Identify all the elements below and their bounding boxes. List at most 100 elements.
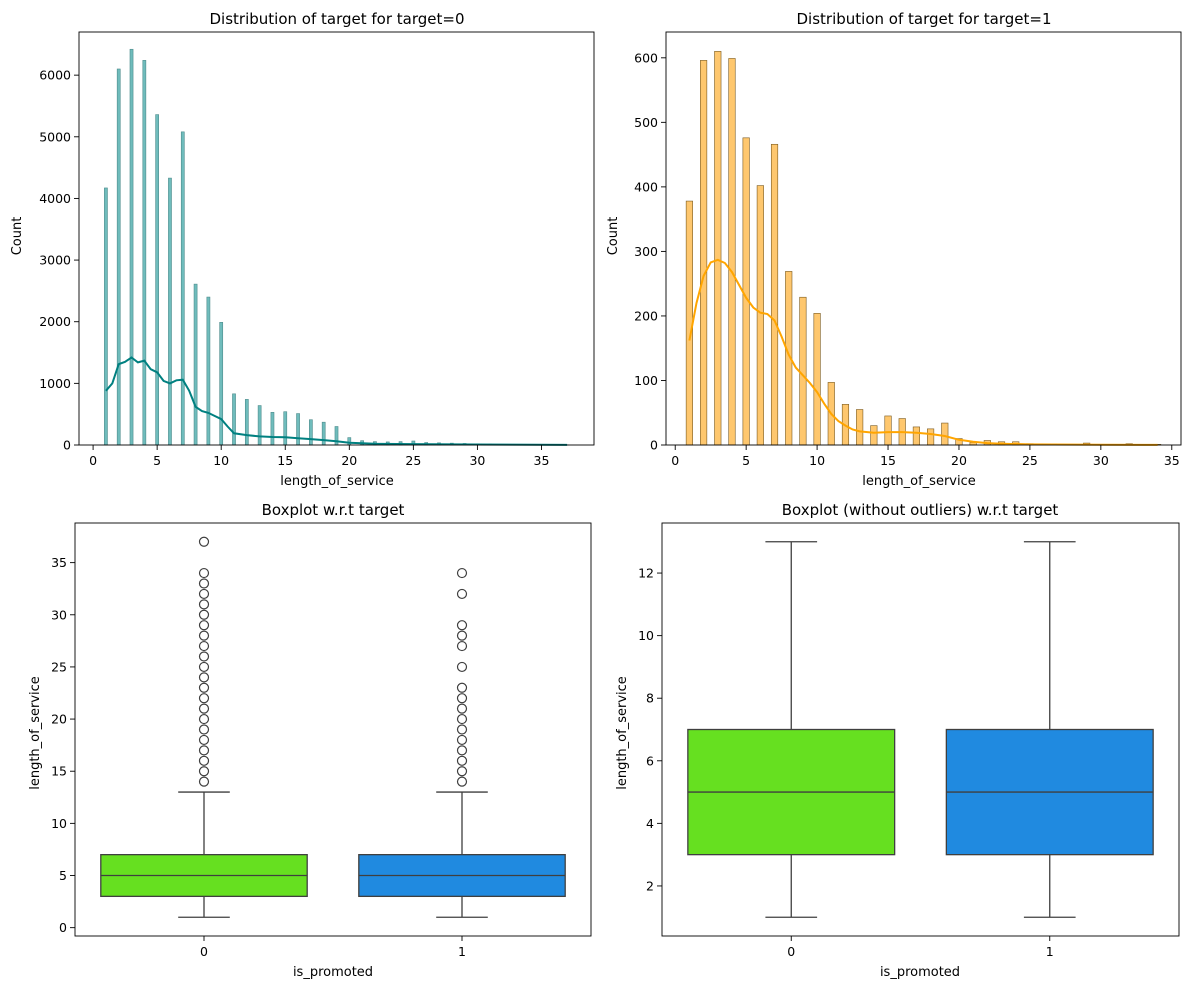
histogram-bar <box>257 405 262 446</box>
histogram-bar <box>927 428 935 446</box>
x-tick-label: 30 <box>469 453 485 468</box>
y-axis-label: length_of_service <box>28 676 43 790</box>
y-tick-label: 12 <box>638 566 654 581</box>
x-tick-label: 35 <box>1164 453 1180 468</box>
y-axis-label: length_of_service <box>615 676 630 790</box>
chart-title: Distribution of target for target=1 <box>797 10 1052 28</box>
y-tick-label: 0 <box>59 920 67 935</box>
outlier-point <box>456 745 468 756</box>
x-tick-label: 25 <box>1022 453 1038 468</box>
histogram-bar <box>770 143 779 446</box>
histogram-bar <box>347 437 352 446</box>
x-tick-label: 1 <box>1046 944 1054 959</box>
y-tick-label: 600 <box>634 50 658 65</box>
y-tick-label: 400 <box>634 179 658 194</box>
kde-line <box>688 258 1158 446</box>
x-tick-label: 0 <box>89 453 97 468</box>
outlier-point <box>198 724 210 735</box>
y-tick-label: 4 <box>646 816 654 831</box>
outlier-point <box>198 567 210 579</box>
y-tick-label: 15 <box>51 764 67 779</box>
histogram-bar <box>912 426 920 446</box>
histogram-bar <box>296 413 300 446</box>
histogram-bar <box>941 422 949 446</box>
histogram-bar <box>321 421 326 446</box>
outlier-point <box>456 724 468 735</box>
histogram-bar <box>244 399 249 446</box>
y-tick-label: 4000 <box>39 191 71 206</box>
outlier-point <box>456 661 468 673</box>
y-tick-label: 200 <box>634 308 658 323</box>
histogram-bar <box>283 411 288 446</box>
kde-line <box>105 356 568 446</box>
x-tick-label: 0 <box>787 944 795 959</box>
y-tick-label: 2 <box>646 878 654 893</box>
x-tick-label: 10 <box>213 453 229 468</box>
outlier-point <box>198 651 210 662</box>
subplot-hist-target-0: 0 5 10 15 20 25 30 350100020003000400050006000 … <box>10 10 595 489</box>
outlier-point <box>456 588 468 600</box>
outlier-point <box>456 755 468 766</box>
x-tick-label: 15 <box>880 453 896 468</box>
outlier-point <box>198 745 210 756</box>
histogram-bar <box>813 313 821 446</box>
histogram-bar <box>232 393 236 446</box>
histogram-bar <box>155 114 159 446</box>
chart-title: Boxplot (without outliers) w.r.t target <box>782 501 1059 519</box>
y-tick-label: 10 <box>638 628 654 643</box>
y-tick-label: 300 <box>634 244 658 259</box>
histogram-bar <box>884 415 892 446</box>
histogram-bar <box>700 60 708 446</box>
outlier-point <box>198 640 210 652</box>
x-tick-label: 30 <box>1093 453 1109 468</box>
y-tick-label: 10 <box>51 816 67 831</box>
x-tick-label: 20 <box>951 453 967 468</box>
chart-title: Distribution of target for target=0 <box>210 10 465 28</box>
histogram-bar <box>799 296 807 446</box>
y-tick-label: 5 <box>59 868 67 883</box>
y-tick-label: 35 <box>51 555 67 570</box>
histogram-bar <box>180 131 185 446</box>
outlier-point <box>198 755 210 766</box>
y-tick-label: 6 <box>646 753 654 768</box>
outlier-point <box>198 609 210 620</box>
y-tick-label: 20 <box>51 712 67 727</box>
x-tick-label: 20 <box>341 453 357 468</box>
outlier-point <box>456 693 468 704</box>
outlier-point <box>198 661 210 673</box>
y-axis-label: Count <box>10 217 25 256</box>
y-tick-label: 5000 <box>39 129 71 144</box>
x-tick-label: 25 <box>405 453 421 468</box>
outlier-point <box>456 630 468 641</box>
axes-frame <box>74 522 592 937</box>
x-tick-label: 5 <box>153 453 161 468</box>
outlier-point <box>198 713 210 725</box>
y-tick-label: 3000 <box>39 253 71 268</box>
outlier-point <box>198 588 210 600</box>
axes-frame <box>661 522 1180 937</box>
histogram-bar <box>142 60 147 446</box>
chart-title: Boxplot w.r.t target <box>262 501 405 519</box>
y-tick-label: 25 <box>51 659 67 674</box>
histogram-bar <box>129 48 134 446</box>
outlier-point <box>456 713 468 725</box>
histogram-bar <box>756 185 764 446</box>
outlier-point <box>198 703 210 714</box>
histogram-bar <box>193 283 198 446</box>
y-tick-label: 2000 <box>39 314 71 329</box>
x-axis-label: length_of_service <box>862 474 976 489</box>
y-tick-label: 6000 <box>39 68 71 83</box>
outlier-point <box>198 682 210 693</box>
x-axis-label: is_promoted <box>293 965 373 980</box>
subplot-hist-target-1: 0 5 10 15 20 25 30 35 0 100 200 300 400 500 600 Distri… <box>606 10 1182 489</box>
x-tick-label: 5 <box>742 453 750 468</box>
outlier-point <box>198 630 210 641</box>
y-tick-label: 8 <box>646 691 654 706</box>
histogram-bar <box>309 419 313 446</box>
x-tick-label: 15 <box>277 453 293 468</box>
y-tick-label: 100 <box>634 373 658 388</box>
x-axis-label: length_of_service <box>280 474 394 489</box>
